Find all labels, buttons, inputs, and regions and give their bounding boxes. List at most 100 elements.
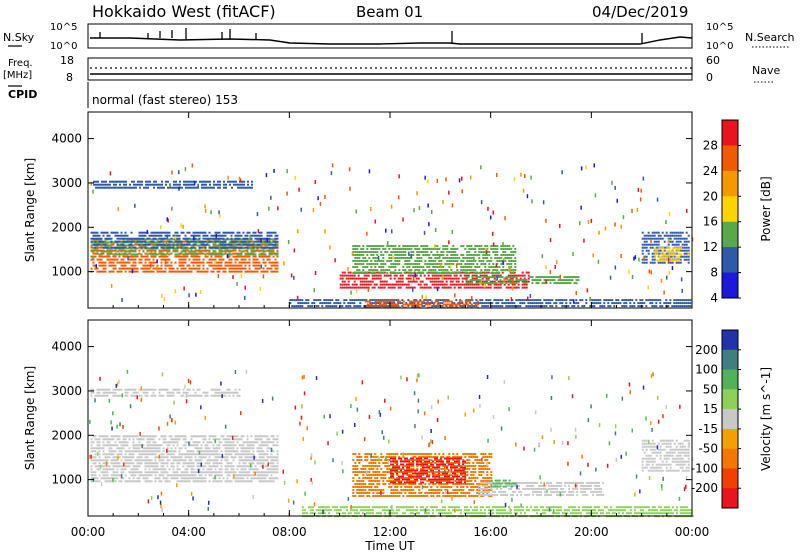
- power-cell: [470, 245, 473, 247]
- power-cell: [446, 263, 449, 265]
- velocity-cell: [92, 456, 95, 459]
- velocity-cell: [210, 441, 213, 444]
- power-cell: [487, 283, 490, 286]
- velocity-cell: [200, 444, 203, 447]
- power-cell: [386, 272, 389, 274]
- power-cell: [523, 282, 526, 285]
- power-cell: [268, 246, 271, 249]
- power-cell: [447, 274, 450, 277]
- power-cell: [114, 258, 117, 261]
- power-cell: [226, 264, 229, 267]
- velocity-cell: [116, 453, 119, 456]
- power-cell: [238, 246, 241, 249]
- power-cell: [356, 263, 359, 265]
- velocity-cell: [190, 462, 193, 465]
- velocity-cell: [116, 474, 119, 477]
- power-cell: [389, 299, 392, 302]
- velocity-cell: [210, 453, 213, 456]
- velocity-cell: [226, 471, 229, 474]
- power-cell: [270, 246, 273, 249]
- power-cell: [337, 302, 340, 305]
- power-cell: [478, 248, 481, 250]
- power-cell: [240, 267, 243, 270]
- power-cell: [360, 263, 363, 265]
- power-cell: [368, 257, 371, 259]
- power-cell: [270, 270, 273, 273]
- power-cell: [198, 240, 201, 243]
- power-cell: [327, 302, 330, 305]
- power-cell: [258, 237, 261, 240]
- power-cell: [499, 282, 502, 285]
- power-cell: [92, 252, 95, 255]
- velocity-cell: [228, 465, 231, 468]
- power-cell: [649, 243, 652, 246]
- power-cell: [114, 234, 117, 237]
- power-cell: [130, 250, 133, 253]
- power-cell: [189, 186, 191, 189]
- velocity-cell: [90, 441, 93, 444]
- power-cell: [228, 258, 231, 261]
- power-cell: [462, 269, 465, 271]
- power-cell: [134, 264, 137, 267]
- power-cell: [426, 300, 429, 303]
- velocity-cell: [160, 465, 163, 468]
- power-cell: [174, 270, 177, 273]
- power-cell: [436, 300, 439, 303]
- power-cell: [449, 280, 452, 283]
- power-cell: [250, 234, 253, 237]
- power-cell: [124, 267, 127, 270]
- power-cell: [104, 241, 107, 244]
- power-cell: [258, 243, 261, 246]
- power-cell: [192, 243, 195, 246]
- power-cell: [456, 248, 459, 250]
- power-cell: [434, 257, 437, 259]
- velocity-cell: [170, 441, 173, 444]
- power-colorbar-swatch: [722, 272, 738, 299]
- power-echo: [490, 215, 492, 220]
- power-echo: [319, 201, 322, 206]
- power-cell: [96, 270, 99, 273]
- power-cell: [428, 260, 431, 262]
- velocity-cell: [140, 438, 143, 441]
- power-cell: [226, 237, 229, 240]
- velocity-cell: [242, 474, 245, 477]
- velocity-cell: [182, 474, 185, 477]
- power-cell: [479, 279, 482, 282]
- velocity-cell: [170, 474, 173, 477]
- velocity-cell: [156, 450, 159, 453]
- power-cell: [416, 300, 419, 303]
- power-cell: [110, 246, 113, 249]
- velocity-cell: [140, 450, 143, 453]
- power-cell: [447, 286, 450, 289]
- power-cell: [223, 186, 225, 189]
- power-cell: [366, 303, 369, 306]
- power-cell: [666, 250, 669, 253]
- power-cell: [515, 277, 518, 280]
- velocity-cell: [104, 438, 107, 441]
- velocity-cell: [134, 480, 137, 483]
- power-cell: [90, 267, 93, 270]
- velocity-cell: [136, 477, 139, 480]
- power-cell: [683, 249, 686, 252]
- power-cell: [477, 302, 480, 305]
- power-cell: [494, 248, 497, 250]
- power-cell: [374, 245, 377, 247]
- power-cell: [643, 246, 646, 249]
- power-cell: [398, 254, 401, 256]
- power-cell: [170, 246, 173, 249]
- power-cell: [661, 237, 664, 240]
- power-cell: [142, 240, 145, 243]
- power-cell: [202, 264, 205, 267]
- power-cell: [356, 266, 359, 268]
- power-cell: [506, 248, 509, 250]
- power-cell: [186, 253, 189, 256]
- power-cell: [413, 305, 416, 308]
- power-cell: [98, 255, 101, 258]
- power-cell: [329, 299, 332, 302]
- power-cell: [112, 261, 115, 264]
- power-echo: [293, 248, 296, 253]
- power-echo: [160, 225, 162, 230]
- power-cell: [154, 255, 157, 258]
- velocity-cell: [192, 465, 195, 468]
- power-cell: [266, 267, 269, 270]
